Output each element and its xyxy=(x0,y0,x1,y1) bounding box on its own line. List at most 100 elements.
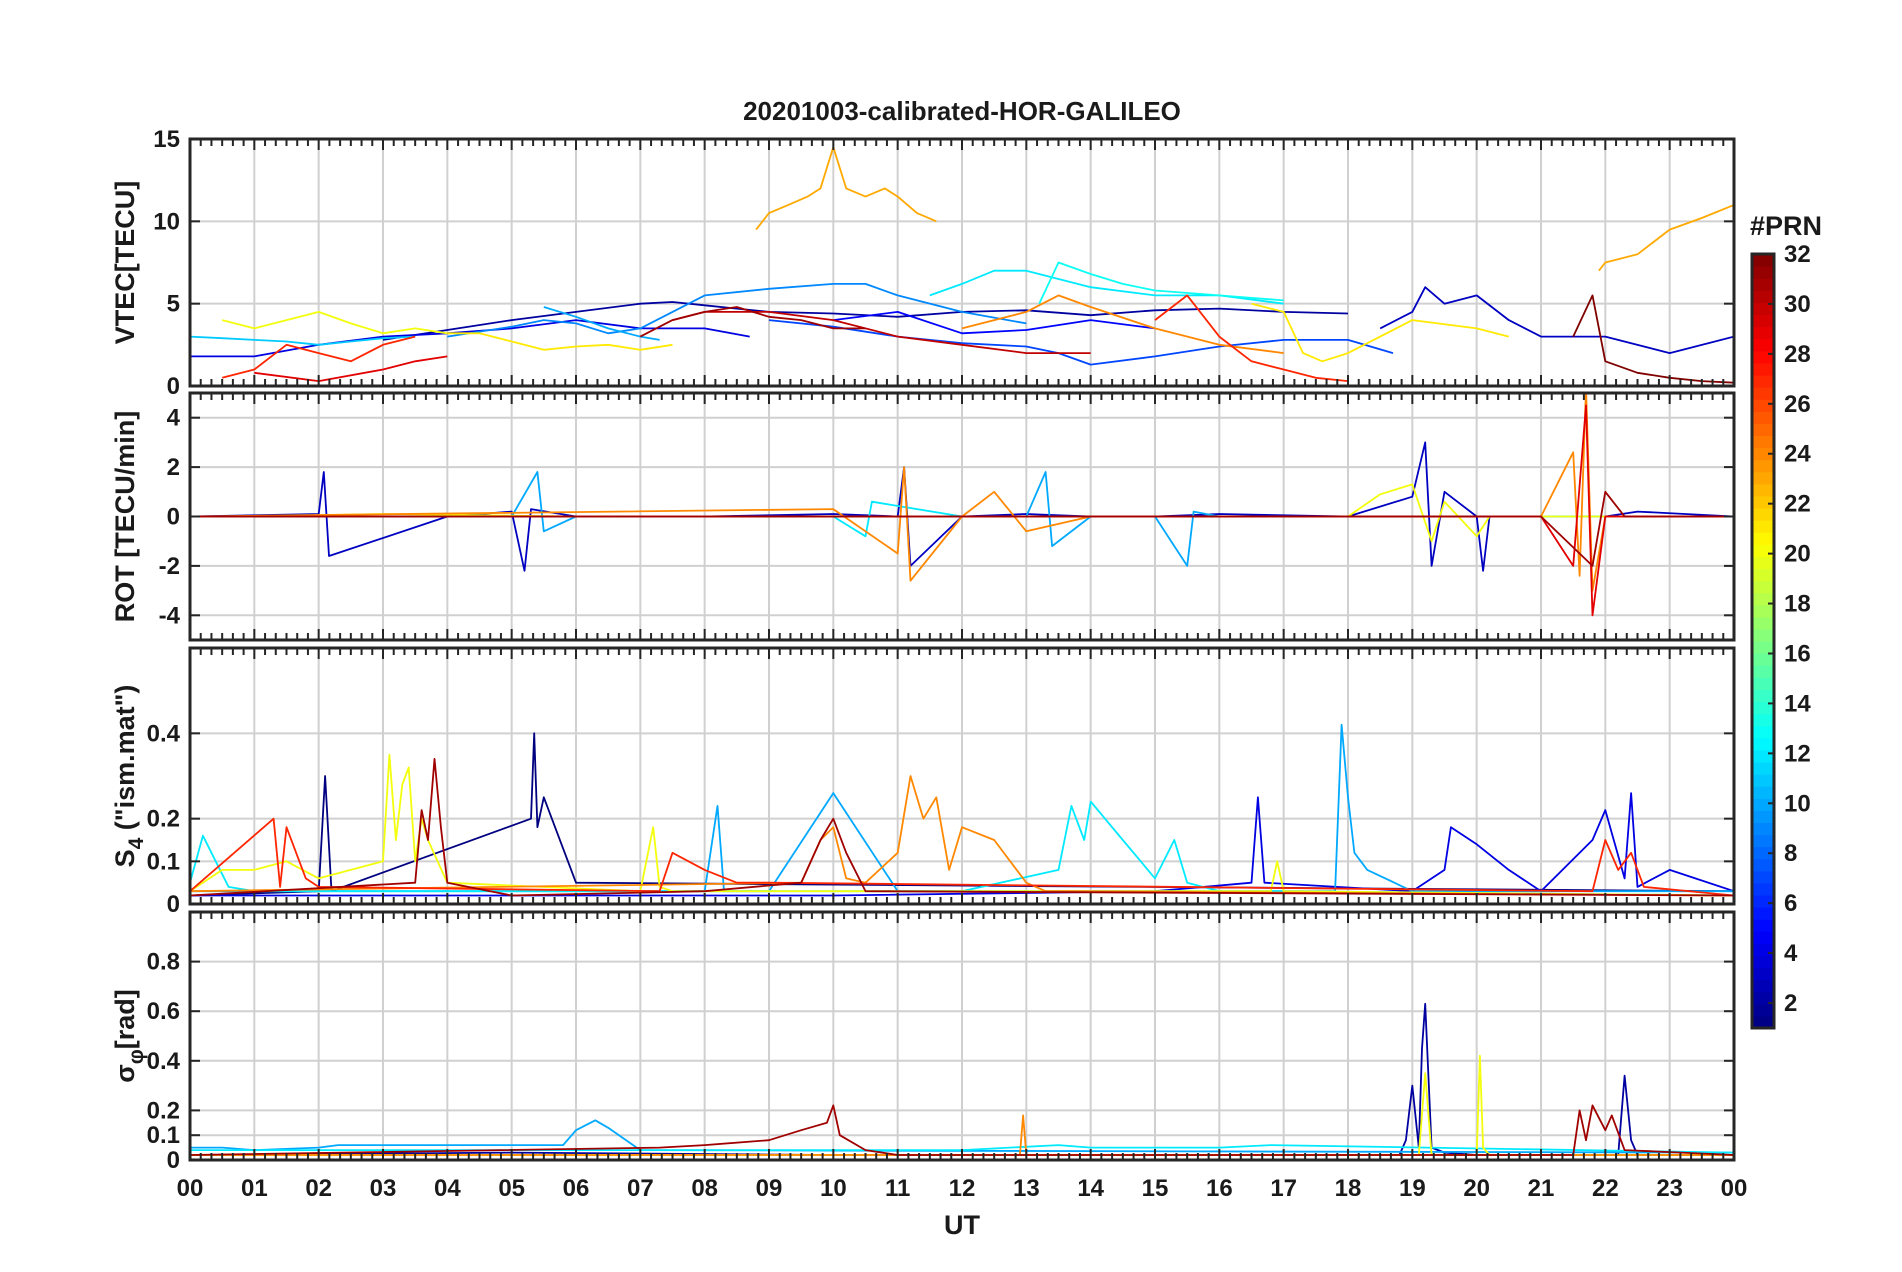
colorbar-swatch xyxy=(1752,495,1774,509)
y-axis-label: S4 ("ism.mat") xyxy=(110,685,148,868)
series-prn-23 xyxy=(755,146,937,231)
colorbar-swatch xyxy=(1752,641,1774,654)
colorbar-swatch xyxy=(1752,338,1774,352)
x-tick-label: 12 xyxy=(949,1175,976,1202)
chart-title: 20201003-calibrated-HOR-GALILEO xyxy=(743,96,1181,126)
series-prn-12 xyxy=(190,1144,1734,1154)
series-prn-27 xyxy=(1154,294,1349,382)
colorbar-swatch xyxy=(1752,423,1774,437)
x-tick-label: 10 xyxy=(820,1175,847,1202)
x-tick-label: 22 xyxy=(1592,1175,1619,1202)
y-axis-label: ROT [TECU/min] xyxy=(110,411,140,622)
colorbar-tick-label: 22 xyxy=(1784,491,1811,518)
x-tick-label: 00 xyxy=(1721,1175,1748,1202)
colorbar-swatch xyxy=(1752,979,1774,993)
series-prn-11 xyxy=(190,335,416,346)
colorbar-swatch xyxy=(1752,725,1774,739)
y-tick-label: 5 xyxy=(167,291,180,318)
colorbar-swatch xyxy=(1752,411,1774,424)
panel-rot: -4 -2 0 2 4 ROT [TECU/min] xyxy=(110,391,1736,642)
x-tick-label: 04 xyxy=(434,1175,461,1202)
series-group xyxy=(190,393,1734,617)
colorbar-swatch xyxy=(1752,822,1774,836)
colorbar-swatch xyxy=(1752,374,1774,388)
colorbar-swatch xyxy=(1752,870,1774,884)
y-tick-label: 15 xyxy=(153,126,180,153)
y-tick-label: 2 xyxy=(167,454,180,481)
x-tick-label: 05 xyxy=(498,1175,525,1202)
colorbar-swatch xyxy=(1752,955,1774,969)
colorbar-swatch xyxy=(1752,483,1774,497)
colorbar-swatch xyxy=(1752,387,1774,400)
colorbar-tick-label: 20 xyxy=(1784,541,1811,568)
y-tick-label: 0.4 xyxy=(147,720,181,747)
colorbar-swatch xyxy=(1752,435,1774,449)
colorbar-swatch xyxy=(1752,628,1774,642)
colorbar-swatch xyxy=(1752,1015,1774,1029)
colorbar-swatch xyxy=(1752,810,1774,824)
colorbar-swatch xyxy=(1752,290,1774,303)
series-prn-31 xyxy=(190,1104,1734,1156)
x-tick-label: 17 xyxy=(1270,1175,1297,1202)
x-tick-label: 03 xyxy=(370,1175,397,1202)
series-prn-12 xyxy=(190,800,1734,897)
colorbar-title: #PRN xyxy=(1750,211,1822,241)
colorbar-swatch xyxy=(1752,991,1774,1005)
panel-s4: 0 0.1 0.2 0.4S4 ("ism.mat") xyxy=(110,646,1736,918)
colorbar-swatch xyxy=(1752,532,1774,545)
colorbar-swatch xyxy=(1752,749,1774,763)
colorbar-swatch xyxy=(1752,798,1774,811)
colorbar-swatch xyxy=(1752,544,1774,557)
y-tick-label: 0 xyxy=(167,504,180,531)
colorbar-swatch xyxy=(1752,399,1774,412)
x-tick-label: 16 xyxy=(1206,1175,1233,1202)
colorbar-tick-label: 18 xyxy=(1784,591,1811,618)
x-tick-label: 19 xyxy=(1399,1175,1426,1202)
colorbar-tick-label: 28 xyxy=(1784,341,1811,368)
series-prn-29 xyxy=(254,355,448,383)
colorbar-tick-label: 26 xyxy=(1784,391,1811,418)
series-prn-7 xyxy=(768,319,1394,366)
colorbar-swatch xyxy=(1752,677,1774,690)
colorbar-tick-label: 4 xyxy=(1784,940,1798,967)
series-prn-21 xyxy=(1251,302,1510,363)
x-tick-label: 06 xyxy=(563,1175,590,1202)
series-prn-21 xyxy=(447,332,673,351)
series-prn-1 xyxy=(190,732,1734,897)
y-tick-label: 0 xyxy=(167,1147,180,1174)
series-prn-13 xyxy=(1038,261,1284,305)
y-tick-label: 4 xyxy=(167,405,181,432)
x-tick-label: 11 xyxy=(885,1175,910,1202)
series-prn-31 xyxy=(190,490,1734,567)
colorbar-swatch xyxy=(1752,761,1774,775)
y-tick-label: -2 xyxy=(159,553,180,580)
x-tick-label: 00 xyxy=(177,1175,204,1202)
series-prn-24 xyxy=(961,294,1284,354)
y-tick-label: 0 xyxy=(167,891,180,918)
colorbar-swatch xyxy=(1752,459,1774,473)
colorbar-tick-label: 30 xyxy=(1784,291,1811,318)
y-tick-label: 0.4 xyxy=(147,1048,181,1075)
x-tick-label: 18 xyxy=(1335,1175,1362,1202)
colorbar-swatch xyxy=(1752,302,1774,316)
colorbar-tick-label: 24 xyxy=(1784,441,1811,468)
colorbar-swatch xyxy=(1752,471,1774,485)
colorbar-swatch xyxy=(1752,713,1774,727)
y-axis-label: VTEC[TECU] xyxy=(110,181,140,345)
series-prn-20 xyxy=(221,310,448,335)
colorbar-tick-label: 12 xyxy=(1784,740,1811,767)
x-tick-label: 13 xyxy=(1013,1175,1040,1202)
colorbar-tick-label: 14 xyxy=(1784,690,1811,717)
series-prn-27 xyxy=(190,817,1734,897)
colorbar-swatch xyxy=(1752,665,1774,678)
y-tick-label: 10 xyxy=(153,208,180,235)
series-prn-3 xyxy=(190,441,1734,572)
colorbar-swatch xyxy=(1752,616,1774,630)
colorbar-tick-label: 6 xyxy=(1784,890,1797,917)
colorbar-swatch xyxy=(1752,919,1774,932)
colorbar-swatch xyxy=(1752,894,1774,908)
x-tick-label: 07 xyxy=(627,1175,654,1202)
colorbar-swatch xyxy=(1752,556,1774,570)
colorbar-swatch xyxy=(1752,846,1774,860)
